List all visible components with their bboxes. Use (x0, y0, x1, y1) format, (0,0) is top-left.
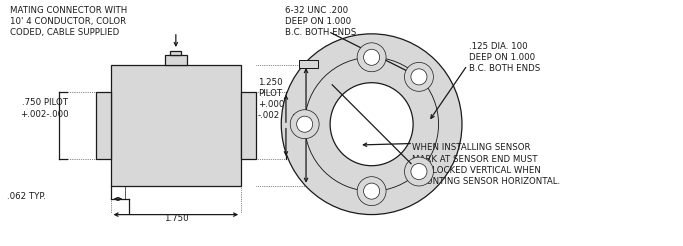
Ellipse shape (296, 116, 313, 132)
Ellipse shape (363, 183, 380, 199)
Text: .125 DIA. 100
DEEP ON 1.000
B.C. BOTH ENDS: .125 DIA. 100 DEEP ON 1.000 B.C. BOTH EN… (469, 42, 540, 74)
Text: .062 TYP.: .062 TYP. (7, 192, 46, 201)
Text: .750 PILOT
+.002-.000: .750 PILOT +.002-.000 (20, 98, 68, 119)
Bar (299, 60, 318, 68)
Text: 1.250
PILOT
+.000
-.002: 1.250 PILOT +.000 -.002 (258, 78, 284, 120)
Ellipse shape (290, 110, 319, 139)
Ellipse shape (281, 34, 462, 215)
Ellipse shape (404, 62, 434, 91)
Text: 1.750: 1.750 (164, 214, 189, 223)
Ellipse shape (330, 83, 413, 166)
Ellipse shape (357, 43, 386, 72)
Text: 6-32 UNC .200
DEEP ON 1.000
B.C. BOTH ENDS: 6-32 UNC .200 DEEP ON 1.000 B.C. BOTH EN… (285, 6, 356, 37)
Text: MATING CONNECTOR WITH
10' 4 CONDUCTOR, COLOR
CODED, CABLE SUPPLIED: MATING CONNECTOR WITH 10' 4 CONDUCTOR, C… (10, 6, 128, 37)
Ellipse shape (411, 164, 427, 180)
Bar (241, 92, 256, 159)
Text: 1.630: 1.630 (291, 114, 316, 123)
Ellipse shape (404, 157, 434, 186)
Bar (165, 55, 186, 65)
Text: WHEN INSTALLING SENSOR
MARK AT SENSOR END MUST
BE CLOCKED VERTICAL WHEN
MOUNTING: WHEN INSTALLING SENSOR MARK AT SENSOR EN… (412, 143, 560, 186)
Ellipse shape (411, 69, 427, 85)
Ellipse shape (357, 177, 386, 206)
Bar (96, 92, 111, 159)
Bar (171, 51, 181, 55)
Ellipse shape (363, 49, 380, 65)
Bar (111, 65, 241, 186)
